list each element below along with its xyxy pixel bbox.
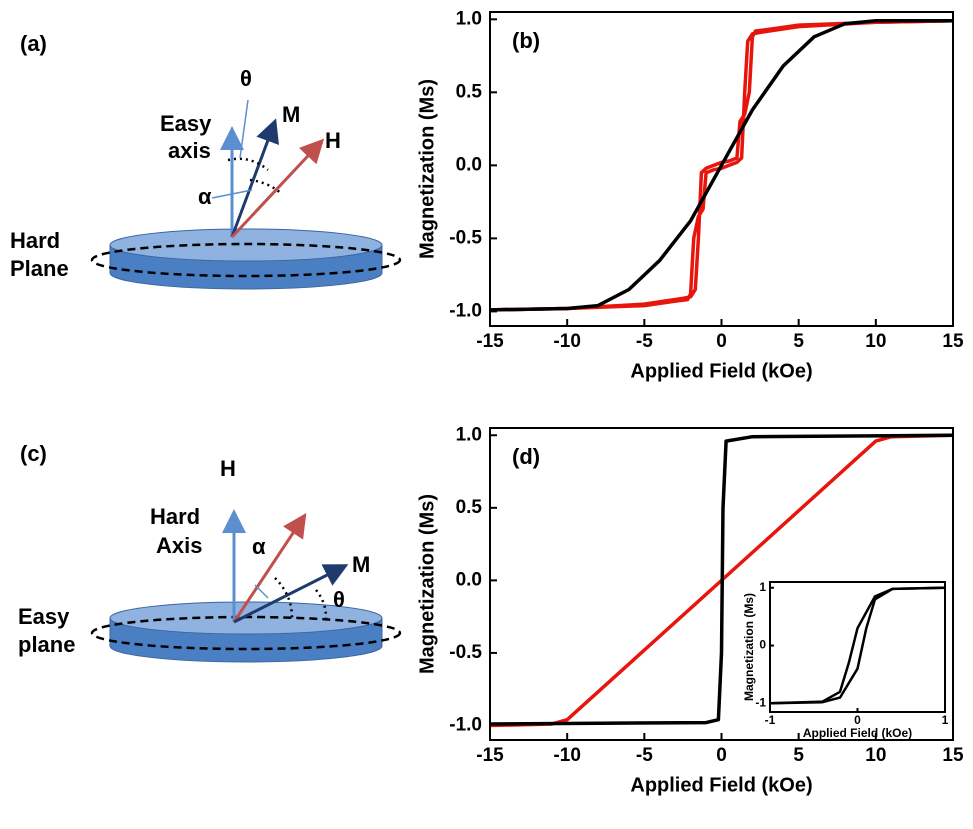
- theta: θ: [333, 587, 345, 612]
- plane-label: plane: [18, 632, 75, 657]
- h-label: H: [220, 456, 236, 481]
- x-tick-label: -5: [636, 331, 653, 352]
- panel-label: (b): [512, 28, 540, 53]
- diagram-c: (c) H Hard Axis α M θ Easy plane: [18, 441, 402, 663]
- y-tick-label: 0.5: [456, 81, 483, 102]
- data-line: [769, 586, 946, 705]
- x-axis-label: Applied Field (kOe): [630, 774, 812, 796]
- x-tick-label: 5: [793, 331, 804, 352]
- x-tick-label: 10: [865, 745, 886, 766]
- panel-label: (c): [20, 441, 47, 466]
- y-tick-label: 0: [759, 638, 766, 652]
- diagram-a: (a) θ Easy axis M H α Hard Plane: [10, 31, 402, 290]
- x-tick-label: 10: [865, 331, 886, 352]
- x-tick-label: 0: [716, 331, 727, 352]
- y-tick-label: -1: [755, 696, 766, 710]
- easy-axis: axis: [168, 138, 211, 163]
- m-arrow: [230, 118, 279, 238]
- hard-axis: Hard: [150, 504, 200, 529]
- y-tick-label: 1.0: [456, 8, 482, 29]
- plane-ring: [90, 242, 402, 278]
- data-line: [489, 433, 954, 726]
- y-tick-label: 0.5: [456, 497, 483, 518]
- y-tick-label: 0.0: [456, 569, 482, 590]
- x-tick-label: -15: [476, 745, 504, 766]
- x-axis-label: Applied Field (kOe): [803, 726, 912, 740]
- y-axis-label: Magnetization (Ms): [416, 494, 438, 674]
- theta: θ: [240, 66, 252, 91]
- plane-label: Easy: [18, 604, 70, 629]
- theta-pointer: [239, 99, 249, 159]
- m-arrow: [233, 564, 349, 624]
- y-axis-label: Magnetization (Ms): [742, 593, 756, 701]
- h-label: H: [325, 128, 341, 153]
- y-axis-label: Magnetization (Ms): [416, 79, 438, 259]
- inset-bg: [770, 582, 945, 712]
- y-tick-label: -1.0: [449, 300, 482, 321]
- panel-label: (d): [512, 444, 540, 469]
- x-tick-label: -10: [553, 331, 580, 352]
- y-tick-label: -1.0: [449, 715, 482, 736]
- y-tick-label: 0.0: [456, 154, 482, 175]
- m-label: M: [352, 552, 370, 577]
- x-axis-label: Applied Field (kOe): [630, 360, 812, 382]
- alpha: α: [252, 534, 266, 559]
- plot-frame: [489, 427, 954, 741]
- x-tick-label: 5: [793, 745, 804, 766]
- alpha: α: [198, 184, 212, 209]
- x-tick-label: 0: [854, 713, 861, 727]
- alpha-pointer: [211, 189, 253, 199]
- x-tick-label: 0: [716, 745, 727, 766]
- plot-frame: [489, 11, 954, 327]
- x-tick-label: 15: [942, 331, 964, 352]
- panel-label: (a): [20, 31, 47, 56]
- h-arrow: [232, 513, 307, 623]
- plane-label: Hard: [10, 228, 60, 253]
- x-tick-label: -1: [765, 713, 776, 727]
- y-tick-label: 1.0: [456, 424, 482, 445]
- x-tick-label: -15: [476, 331, 504, 352]
- m-label: M: [282, 102, 300, 127]
- y-tick-label: -0.5: [449, 642, 482, 663]
- x-tick-label: 15: [942, 745, 964, 766]
- x-tick-label: -5: [636, 745, 653, 766]
- hard-axis: Axis: [156, 533, 202, 558]
- x-tick-label: 1: [942, 713, 949, 727]
- x-tick-label: -10: [553, 745, 580, 766]
- plane-label: Plane: [10, 256, 69, 281]
- y-tick-label: -0.5: [449, 227, 482, 248]
- plot-frame: [769, 581, 946, 713]
- y-tick-label: 1: [759, 580, 766, 594]
- data-line: [489, 19, 953, 312]
- h-arrow: [230, 138, 325, 239]
- easy-axis: Easy: [160, 111, 212, 136]
- alpha-pointer: [254, 584, 269, 599]
